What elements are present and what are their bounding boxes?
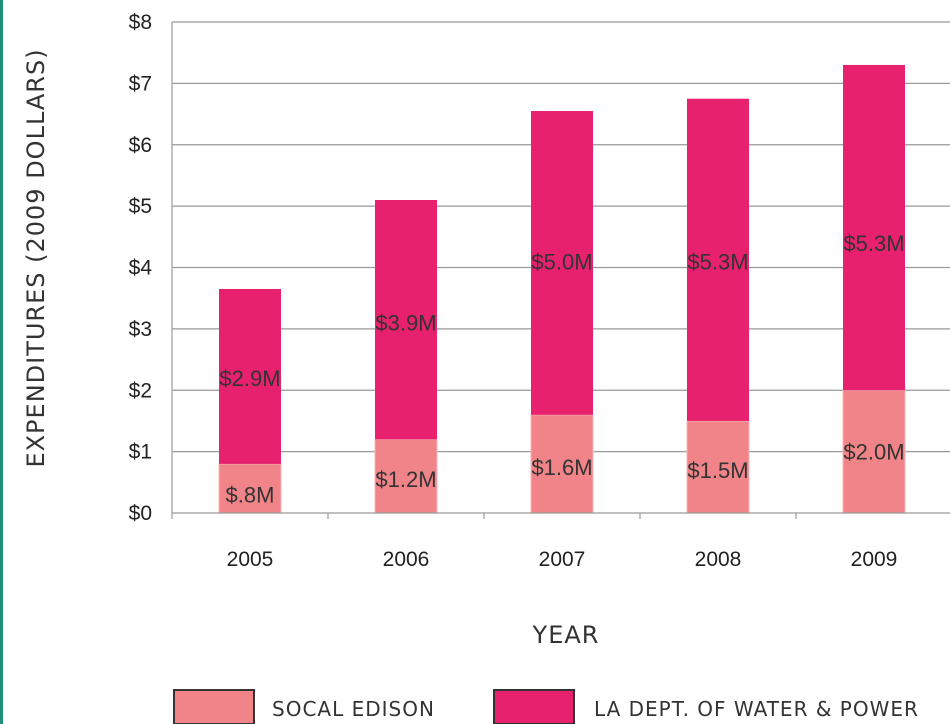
bar-segment [686,420,750,514]
y-axis: $0 $1 $2 $3 $4 $5 $6 $7 $8 [129,11,173,525]
data-label: $5.3M [687,249,748,274]
data-label: $5.3M [843,231,904,256]
bar-segment [219,288,281,464]
x-tick-label: 2007 [539,548,586,571]
x-tick-label: 2009 [851,548,898,571]
x-axis-title: YEAR [532,621,600,649]
legend-swatch [493,689,575,724]
legend-label: SOCAL EDISON [272,697,435,721]
data-label: $2.9M [219,366,280,391]
legend-swatch [173,689,255,724]
y-tick-label: $4 [129,257,153,280]
data-label: $1.6M [531,455,592,480]
y-tick-label: $6 [129,134,152,157]
legend: SOCAL EDISON LA DEPT. OF WATER & POWER [173,689,919,724]
x-tick-label: 2008 [695,548,742,571]
y-tick-label: $5 [129,195,152,218]
gridlines [172,21,950,453]
x-tick-label: 2005 [227,548,274,571]
bar-segment [842,389,906,514]
y-tick-label: $0 [129,502,152,525]
bar-segment [531,110,593,415]
y-tick-label: $8 [129,11,152,34]
data-label: $1.5M [687,458,748,483]
bar-segment [843,64,905,391]
left-border [0,0,3,724]
bar-segment [375,199,437,440]
data-label: $.8M [226,483,275,508]
y-tick-label: $3 [129,318,152,341]
data-label: $2.0M [843,440,904,465]
y-axis-title: EXPENDITURES (2009 DOLLARS) [22,48,50,467]
x-tick-label: 2006 [383,548,430,571]
bar-segment [530,414,594,514]
bar-segment [374,438,438,514]
y-tick-label: $2 [129,379,152,402]
data-label: $5.0M [531,249,592,274]
bar-segment [687,98,749,421]
x-axis: 2005 2006 2007 2008 2009 [171,512,950,571]
y-tick-label: $7 [129,72,152,95]
legend-label: LA DEPT. OF WATER & POWER [594,697,919,721]
bars: $.8M $2.9M $1.2M $3.9M $1.6M $5.0M $1.5M $5.3M $… [218,64,906,514]
data-label: $1.2M [375,467,436,492]
y-tick-label: $1 [129,441,152,464]
data-label: $3.9M [375,311,436,336]
